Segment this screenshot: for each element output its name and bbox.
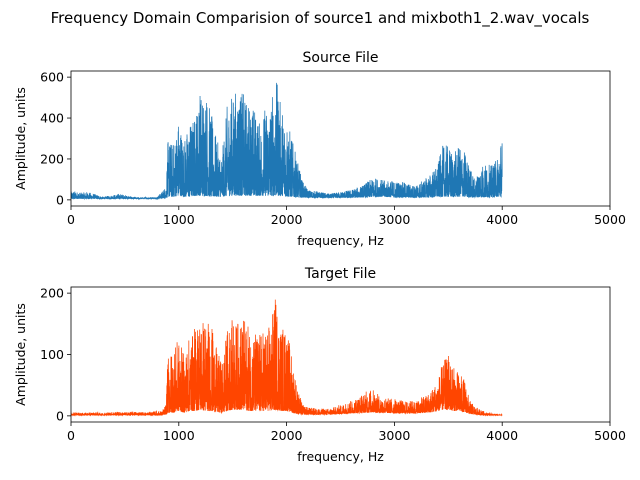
source-file-axes-frame: [70, 70, 611, 207]
target-file-ytick-label-0: 0: [56, 408, 64, 423]
source-file-ytick-label-600: 600: [40, 70, 64, 85]
target-file-xtick-label-5000: 5000: [594, 428, 626, 443]
source-file-axes: 0 1000 2000 3000 4000 5000 0 200 400 600 Source Fi…: [13, 50, 626, 248]
target-file-xtick-label-2000: 2000: [271, 428, 303, 443]
source-file-xtick-label-1000: 1000: [163, 212, 195, 227]
target-file-ylabel: Amplitude, units: [13, 303, 28, 406]
figure-suptitle: Frequency Domain Comparision of source1 …: [51, 9, 590, 28]
target-file-ytick-label-200: 200: [40, 286, 64, 301]
source-file-ytick-label-200: 200: [40, 151, 64, 166]
source-file-ytick-label-0: 0: [56, 192, 64, 207]
source-file-spectrum-line: [71, 82, 503, 201]
target-file-xtick-label-1000: 1000: [163, 428, 195, 443]
source-file-ylabel: Amplitude, units: [13, 87, 28, 190]
target-file-axes-frame: [70, 286, 611, 423]
source-file-ytick-label-400: 400: [40, 111, 64, 126]
target-file-xtick-label-4000: 4000: [486, 428, 518, 443]
source-file-title: Source File: [303, 50, 379, 66]
target-file-ytick-label-100: 100: [40, 347, 64, 362]
source-file-xtick-label-2000: 2000: [271, 212, 303, 227]
target-file-xtick-label-3000: 3000: [378, 428, 410, 443]
source-file-xtick-label-0: 0: [67, 212, 75, 227]
source-file-xlabel: frequency, Hz: [297, 233, 384, 248]
target-file-axes: 0 1000 2000 3000 4000 5000 0 100 200 Target File f…: [13, 266, 626, 464]
source-file-xtick-label-5000: 5000: [594, 212, 626, 227]
source-file-xtick-label-4000: 4000: [486, 212, 518, 227]
target-file-xtick-label-0: 0: [67, 428, 75, 443]
target-file-xlabel: frequency, Hz: [297, 449, 384, 464]
target-file-spectrum-line: [71, 299, 503, 417]
target-file-title: Target File: [304, 266, 376, 282]
source-file-xtick-label-3000: 3000: [378, 212, 410, 227]
